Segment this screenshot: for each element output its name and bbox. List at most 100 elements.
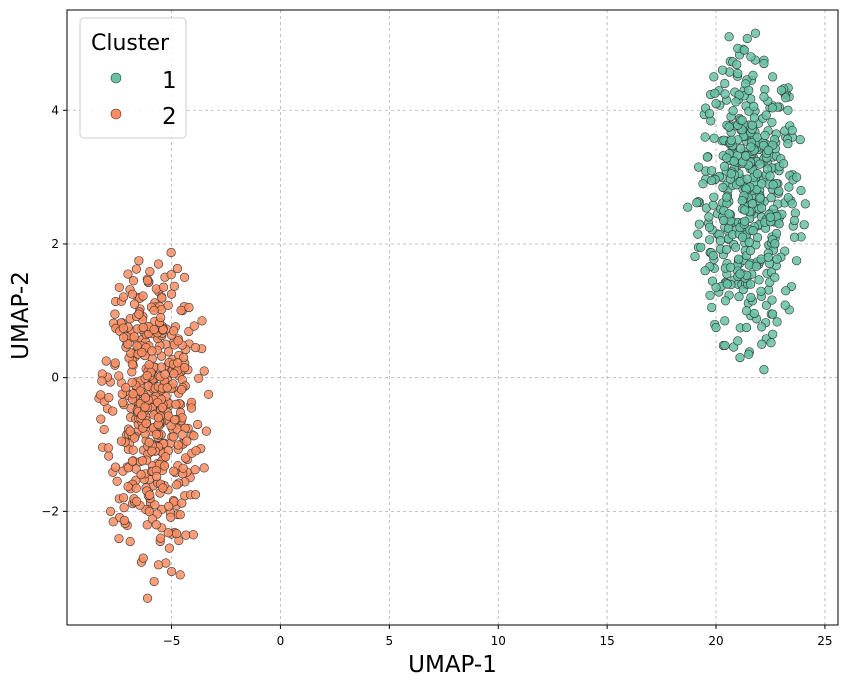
scatter-point (746, 142, 756, 152)
scatter-point (188, 530, 198, 540)
scatter-point (116, 436, 127, 446)
scatter-point (149, 576, 159, 587)
scatter-point (114, 371, 124, 381)
axis-ticks: −5 0 5 10 15 20 25 −2 0 2 4 (41, 103, 832, 648)
scatter-point (121, 383, 131, 393)
scatter-point (180, 453, 191, 463)
scatter-point (722, 192, 732, 202)
scatter-point (704, 109, 715, 119)
scatter-point (693, 229, 703, 239)
scatter-point (724, 32, 734, 42)
scatter-point (733, 68, 743, 79)
scatter-point (197, 316, 207, 326)
scatter-point (704, 235, 715, 245)
scatter-point (169, 369, 179, 379)
scatter-point (140, 402, 150, 412)
scatter-point (748, 70, 758, 80)
scatter-point (768, 72, 778, 82)
scatter-point (171, 529, 182, 539)
series-2-points (94, 247, 214, 603)
scatter-point (761, 110, 771, 120)
scatter-point (199, 366, 209, 376)
scatter-point (724, 122, 734, 132)
scatter-point (778, 159, 789, 169)
scatter-point (746, 292, 756, 303)
scatter-point (733, 254, 744, 264)
scatter-point (746, 279, 756, 289)
y-axis-label: UMAP-2 (8, 271, 34, 360)
scatter-point (153, 259, 164, 269)
scatter-point (166, 289, 177, 299)
scatter-point (739, 45, 749, 55)
scatter-point (114, 533, 124, 544)
scatter-point (744, 237, 754, 247)
scatter-point (726, 135, 736, 145)
scatter-point (726, 169, 736, 179)
scatter-point (171, 399, 181, 410)
x-tick-label: 25 (817, 634, 832, 648)
scatter-point (799, 220, 809, 230)
legend-label-2: 2 (162, 104, 177, 130)
scatter-point (789, 215, 800, 226)
scatter-point (694, 219, 705, 229)
scatter-point (787, 199, 797, 209)
legend-marker-2 (110, 108, 122, 120)
scatter-point (153, 413, 164, 423)
x-tick-label: 10 (491, 634, 506, 648)
scatter-point (760, 130, 770, 140)
scatter-point (766, 193, 776, 203)
scatter-point (172, 263, 183, 274)
scatter-point (731, 242, 741, 252)
scatter-point (180, 272, 190, 282)
scatter-point (748, 225, 758, 236)
scatter-point (114, 282, 124, 293)
scatter-point (101, 356, 111, 366)
scatter-point (720, 78, 730, 89)
scatter-point (740, 216, 750, 226)
scatter-point (765, 212, 776, 222)
scatter-point (768, 180, 778, 190)
scatter-point (722, 153, 732, 163)
scatter-point (683, 202, 693, 212)
scatter-point (136, 469, 146, 480)
scatter-point (166, 247, 176, 258)
scatter-point (103, 443, 113, 453)
scatter-point (787, 125, 797, 135)
scatter-point (190, 342, 201, 353)
scatter-point (119, 503, 129, 513)
scatter-point (708, 200, 718, 210)
scatter-point (711, 322, 721, 333)
scatter-point (751, 261, 761, 272)
scatter-point (765, 171, 775, 181)
scatter-point (800, 199, 810, 209)
y-tick-label: −2 (41, 504, 59, 518)
scatter-point (738, 232, 748, 242)
scatter-point (763, 252, 773, 262)
scatter-point (710, 88, 720, 98)
scatter-point (772, 254, 782, 264)
scatter-point (741, 151, 751, 161)
scatter-point (759, 92, 769, 102)
series-1-points (683, 28, 810, 375)
scatter-point (128, 445, 138, 455)
scatter-point (127, 359, 137, 369)
scatter-point (756, 322, 767, 332)
scatter-point (768, 329, 778, 339)
scatter-point (781, 93, 791, 103)
scatter-point (142, 593, 153, 603)
scatter-point (145, 490, 155, 500)
scatter-point (783, 105, 793, 115)
scatter-point (199, 463, 209, 473)
scatter-point (152, 471, 162, 482)
scatter-point (158, 282, 169, 292)
scatter-point (740, 205, 750, 215)
scatter-point (184, 326, 194, 337)
scatter-point (735, 269, 745, 279)
scatter-point (194, 373, 204, 383)
scatter-point (142, 276, 153, 286)
scatter-point (741, 322, 752, 333)
scatter-point (112, 476, 122, 486)
scatter-point (169, 326, 179, 336)
scatter-point (129, 433, 139, 443)
scatter-point (118, 493, 129, 503)
